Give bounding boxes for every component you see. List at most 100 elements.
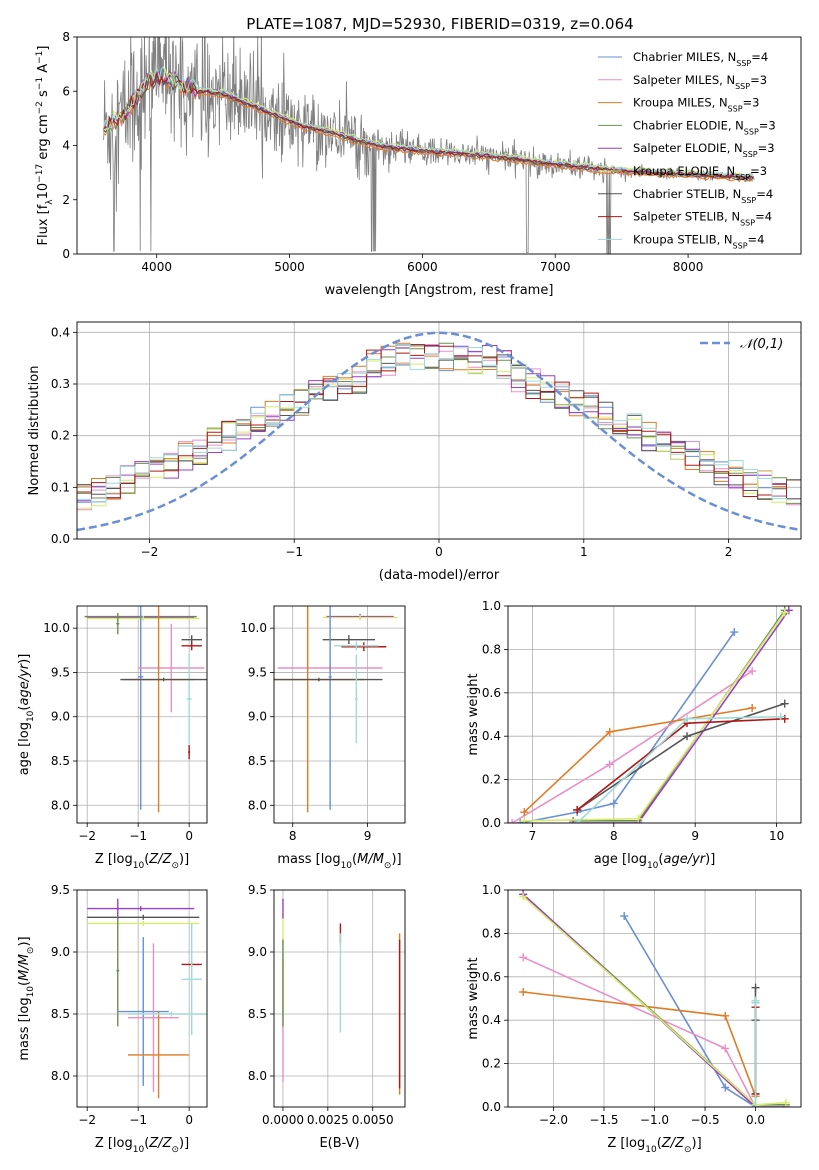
y-tick-label: 9.5 bbox=[248, 883, 267, 897]
legend-label: Salpeter MILES, NSSP=3 bbox=[633, 73, 767, 91]
x-tick-label: 7000 bbox=[540, 260, 571, 274]
y-axis-label: mass [log10(M/M⊙)] bbox=[17, 936, 36, 1060]
axes-frame bbox=[76, 321, 802, 540]
point-marker bbox=[748, 667, 757, 676]
point-marker bbox=[748, 703, 757, 712]
panel-age_vs_mass: 8 9 8.0 8.5 9.0 9.5 10.0 mass [log10(M/M⊙)] bbox=[240, 605, 406, 871]
y-tick-label: 1.0 bbox=[482, 883, 501, 897]
legend-subscript: SSP bbox=[735, 81, 750, 90]
panel-weight_vs_age: 7 8 9 10 0.0 0.2 0.4 0.6 0.8 1.0 age [log10(age/yr… bbox=[466, 599, 802, 871]
x-tick-label: 6000 bbox=[407, 260, 438, 274]
x-axis-label: Z [log10(Z/Z⊙)] bbox=[95, 852, 189, 871]
point-marker bbox=[780, 608, 789, 617]
x-tick-label: −2.0 bbox=[539, 1113, 568, 1127]
y-tick-label: 8.0 bbox=[51, 798, 70, 812]
point-marker bbox=[780, 699, 789, 708]
panel-residuals: −2 −1 0 1 2 0.0 0.1 0.2 0.3 0.4 (data-model)/error… bbox=[27, 321, 802, 583]
point-marker bbox=[683, 732, 692, 741]
legend-subscript: SSP bbox=[735, 173, 750, 182]
y-axis-label: Normed distribution bbox=[27, 366, 42, 496]
point-marker bbox=[573, 805, 582, 814]
x-tick-label: 8 bbox=[610, 829, 618, 843]
x-tick-label: 2 bbox=[725, 545, 733, 559]
point-marker bbox=[519, 953, 528, 962]
y-tick-label: 4 bbox=[62, 139, 70, 153]
legend-label: Chabrier ELODIE, NSSP=3 bbox=[633, 118, 776, 136]
x-tick-label: −1 bbox=[129, 1113, 147, 1127]
point-marker bbox=[516, 819, 525, 823]
point-marker bbox=[620, 912, 629, 921]
axes-frame bbox=[507, 605, 802, 824]
point-marker bbox=[776, 712, 785, 721]
y-tick-label: 8.5 bbox=[51, 754, 70, 768]
point-marker bbox=[605, 727, 614, 736]
y-tick-label: 0.8 bbox=[482, 642, 501, 656]
y-tick-label: 8.0 bbox=[248, 798, 267, 812]
legend-subscript: SSP bbox=[741, 195, 756, 204]
point-marker bbox=[721, 1044, 730, 1053]
legend-tail: =3 bbox=[743, 96, 760, 110]
plot-area bbox=[84, 606, 207, 813]
legend-text: Kroupa STELIB, N bbox=[633, 232, 733, 246]
x-tick-label: 8 bbox=[289, 829, 297, 843]
plot-area bbox=[519, 890, 790, 1107]
point-marker bbox=[721, 1011, 730, 1020]
y-tick-label: 0.6 bbox=[482, 686, 501, 700]
hist-chabrier-stelib bbox=[77, 344, 801, 500]
y-tick-label: 0.6 bbox=[482, 970, 501, 984]
x-tick-label: −1 bbox=[129, 829, 147, 843]
x-tick-label: 9 bbox=[364, 829, 372, 843]
point-marker bbox=[519, 987, 528, 996]
y-tick-label: 0.0 bbox=[51, 532, 70, 546]
legend-text: Salpeter ELODIE, N bbox=[633, 141, 743, 155]
legend-tail: =4 bbox=[751, 50, 768, 64]
x-tick-label: 1 bbox=[580, 545, 588, 559]
hist-kroupa-stelib bbox=[77, 343, 801, 503]
y-tick-label: 0.0 bbox=[482, 816, 501, 830]
point-marker bbox=[751, 1103, 760, 1107]
x-tick-label: −2 bbox=[78, 1113, 96, 1127]
x-tick-label: 10 bbox=[769, 829, 784, 843]
point-marker bbox=[520, 808, 529, 817]
point-marker bbox=[730, 628, 739, 637]
legend-label: Salpeter STELIB, NSSP=4 bbox=[633, 210, 772, 228]
panel-mass_vs_Z: −2 −1 0 8.0 8.5 9.0 9.5 Z [log10(Z/Z⊙)] mass [lo… bbox=[17, 883, 208, 1155]
plot-area bbox=[282, 898, 401, 1095]
point-marker bbox=[634, 814, 643, 823]
y-tick-label: 9.0 bbox=[51, 710, 70, 724]
y-tick-label: 9.0 bbox=[248, 710, 267, 724]
axes-frame bbox=[273, 605, 406, 824]
plot-area bbox=[77, 331, 801, 532]
y-axis-label: Flux [fλ10−17 erg cm−2 s−1 A−1] bbox=[35, 46, 55, 246]
x-tick-label: −1.5 bbox=[589, 1113, 618, 1127]
y-tick-label: 0.4 bbox=[51, 325, 70, 339]
y-tick-label: 9.0 bbox=[248, 945, 267, 959]
plot-area bbox=[508, 606, 793, 823]
y-tick-label: 8.5 bbox=[51, 1007, 70, 1021]
point-marker bbox=[784, 606, 793, 615]
x-tick-label: −2 bbox=[141, 545, 159, 559]
y-axis-label: mass weight bbox=[466, 673, 481, 755]
y-tick-label: 0.4 bbox=[482, 729, 501, 743]
y-tick-label: 0.3 bbox=[51, 377, 70, 391]
x-tick-label: 9 bbox=[691, 829, 699, 843]
plot-area bbox=[274, 606, 398, 813]
legend-label: Chabrier STELIB, NSSP=4 bbox=[633, 187, 773, 205]
normal-curve bbox=[77, 331, 799, 532]
legend-text: Salpeter STELIB, N bbox=[633, 210, 740, 224]
point-marker bbox=[781, 1098, 790, 1107]
series-line-salpeter-elodie bbox=[573, 609, 790, 823]
x-axis-label: age [log10(age/yr)] bbox=[594, 852, 716, 871]
y-tick-label: 0.2 bbox=[482, 1057, 501, 1071]
legend-subscript: SSP bbox=[728, 104, 743, 113]
y-tick-label: 8.0 bbox=[51, 1069, 70, 1083]
y-tick-label: 0.8 bbox=[482, 926, 501, 940]
y-tick-label: 8.5 bbox=[248, 1007, 267, 1021]
y-tick-label: 8.5 bbox=[248, 754, 267, 768]
y-tick-label: 10.0 bbox=[43, 621, 70, 635]
plot-area bbox=[103, 37, 755, 254]
figure-title: PLATE=1087, MJD=52930, FIBERID=0319, z=0… bbox=[246, 15, 633, 33]
point-marker bbox=[519, 892, 528, 901]
